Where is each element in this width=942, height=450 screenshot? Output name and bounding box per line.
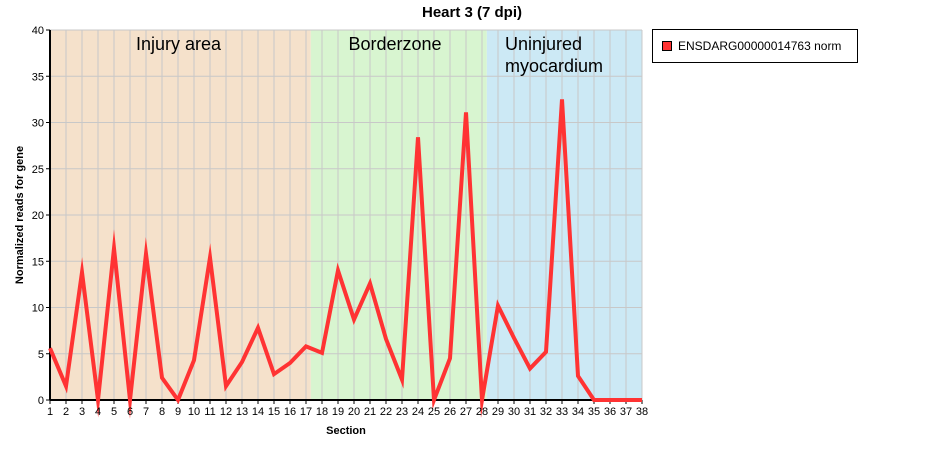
x-tick-label: 23: [396, 406, 408, 418]
x-tick-label: 28: [476, 406, 488, 418]
x-tick-label: 9: [175, 406, 181, 418]
y-tick-label: 20: [32, 210, 44, 222]
x-tick-label: 8: [159, 406, 165, 418]
chart-title: Heart 3 (7 dpi): [422, 4, 522, 21]
x-tick-label: 37: [620, 406, 632, 418]
x-tick-label: 20: [348, 406, 360, 418]
x-tick-label: 11: [204, 406, 215, 418]
x-tick-label: 7: [143, 406, 149, 418]
tick-labels: Injury area Borderzone Uninjuredmyocardium…: [32, 25, 648, 418]
x-tick-label: 29: [492, 406, 504, 418]
x-tick-label: 32: [540, 406, 552, 418]
x-tick-label: 34: [572, 406, 584, 418]
x-tick-label: 4: [95, 406, 101, 418]
x-tick-label: 17: [300, 406, 312, 418]
x-tick-label: 18: [316, 406, 328, 418]
x-tick-label: 10: [188, 406, 200, 418]
region-label: myocardium: [505, 56, 603, 76]
x-tick-label: 21: [364, 406, 376, 418]
x-tick-label: 14: [252, 406, 264, 418]
y-axis-label: Normalized reads for gene: [14, 146, 26, 284]
y-tick-label: 10: [32, 303, 44, 315]
y-tick-label: 5: [38, 349, 44, 361]
y-tick-label: 30: [32, 118, 44, 130]
y-tick-label: 40: [32, 25, 44, 37]
x-tick-label: 35: [588, 406, 600, 418]
x-tick-label: 15: [268, 406, 280, 418]
x-tick-label: 36: [604, 406, 616, 418]
y-tick-label: 0: [38, 395, 44, 407]
x-tick-label: 13: [236, 406, 248, 418]
series-line: [48, 99, 642, 419]
axes: [46, 29, 643, 404]
x-tick-label: 22: [380, 406, 392, 418]
x-tick-label: 1: [47, 406, 53, 418]
x-tick-label: 27: [460, 406, 472, 418]
x-tick-label: 16: [284, 406, 296, 418]
x-tick-label: 26: [444, 406, 456, 418]
x-tick-label: 6: [127, 406, 133, 418]
y-tick-label: 35: [32, 71, 44, 83]
region-label: Injury area: [136, 34, 222, 54]
x-tick-label: 5: [111, 406, 117, 418]
x-tick-label: 38: [636, 406, 648, 418]
x-tick-label: 19: [332, 406, 344, 418]
x-axis-label: Section: [326, 425, 366, 437]
x-tick-label: 3: [79, 406, 85, 418]
x-tick-label: 31: [524, 406, 536, 418]
y-tick-label: 25: [32, 164, 44, 176]
series-layer: [48, 99, 643, 419]
region-label: Borderzone: [348, 34, 441, 54]
x-tick-label: 24: [412, 406, 424, 418]
x-tick-label: 33: [556, 406, 568, 418]
x-tick-label: 30: [508, 406, 520, 418]
legend: ENSDARG00000014763 norm: [652, 29, 858, 63]
x-tick-label: 12: [220, 406, 232, 418]
x-tick-label: 25: [428, 406, 440, 418]
y-tick-label: 15: [32, 256, 44, 268]
legend-label: ENSDARG00000014763 norm: [678, 39, 842, 53]
region-label: Uninjured: [505, 34, 582, 54]
x-tick-label: 2: [63, 406, 69, 418]
legend-swatch: [662, 41, 672, 51]
